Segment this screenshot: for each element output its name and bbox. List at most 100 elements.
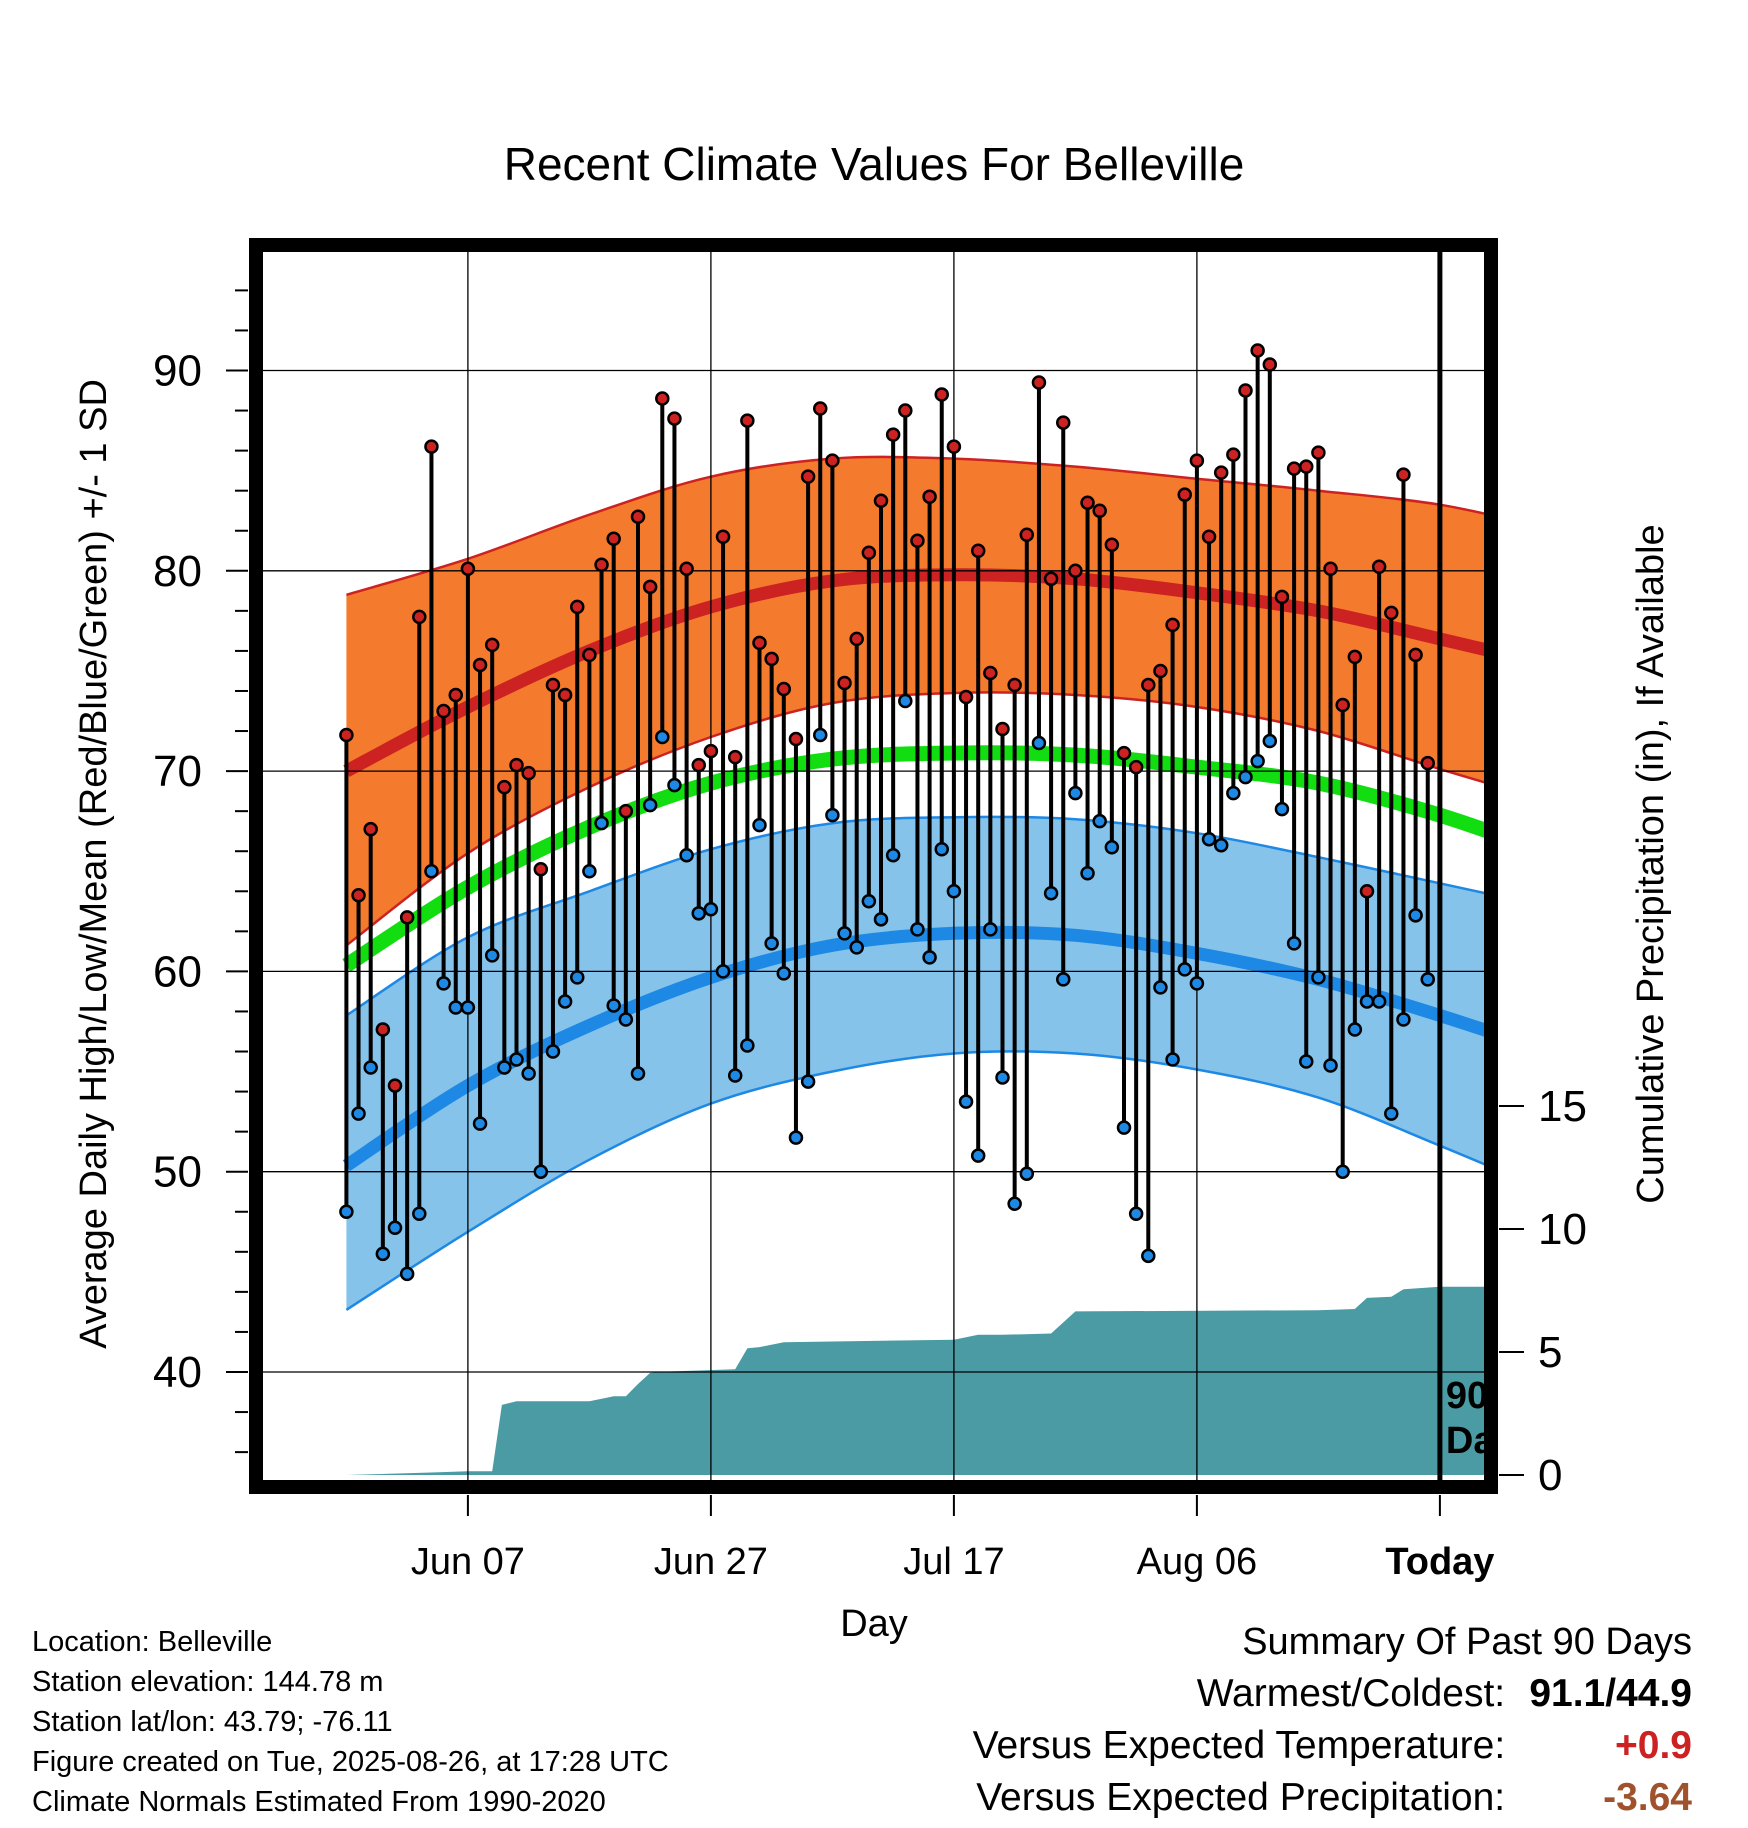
y-tick-label: 60 (153, 947, 202, 996)
low-sd-band (346, 816, 1484, 1310)
daily-low-point (448, 1000, 463, 1015)
daily-low-point (715, 964, 731, 979)
daily-low-point (1420, 972, 1435, 987)
daily-low-point (1323, 1058, 1338, 1073)
daily-low-point (825, 807, 840, 823)
daily-high-point (1311, 445, 1326, 460)
daily-high-point (1043, 571, 1059, 587)
y2-tick-label: 15 (1538, 1082, 1587, 1131)
daily-low-point (570, 970, 585, 985)
daily-high-point (1299, 459, 1314, 474)
daily-low-point (1201, 831, 1217, 847)
daily-high-point (412, 609, 427, 625)
daily-low-point (1286, 936, 1302, 951)
daily-low-point (1007, 1196, 1022, 1211)
daily-high-point (1092, 503, 1107, 518)
daily-high-point (375, 1022, 391, 1037)
daily-high-point (642, 579, 658, 595)
daily-low-point (1189, 976, 1205, 991)
x-tick-label: Jun 27 (654, 1541, 768, 1583)
daily-low-point (1274, 801, 1290, 817)
daily-low-point (849, 940, 864, 955)
daily-low-point (412, 1206, 427, 1222)
daily-low-point (509, 1052, 524, 1067)
daily-high-point (1068, 563, 1083, 579)
daily-high-point (740, 413, 755, 428)
daily-high-point (1396, 467, 1411, 482)
daily-high-point (1420, 755, 1435, 771)
daily-high-point (946, 439, 962, 454)
daily-high-point (1116, 745, 1132, 761)
y2-axis-label: Cumulative Precipitation (in), If Availa… (1630, 524, 1672, 1203)
daily-low-point (1080, 866, 1095, 881)
x-tick-label: Today (1385, 1541, 1494, 1583)
daily-high-point (484, 637, 500, 653)
daily-low-point (642, 797, 658, 813)
daily-low-point (399, 1266, 415, 1282)
daily-high-point (436, 703, 451, 719)
daily-high-point (557, 687, 573, 703)
daily-high-point (788, 731, 804, 747)
daily-low-point (351, 1106, 366, 1121)
created-text: Figure created on Tue, 2025-08-26, at 17… (32, 1746, 669, 1778)
daily-high-point (594, 557, 609, 573)
precipitation-area (346, 1286, 1484, 1475)
latlon-text: Station lat/lon: 43.79; -76.11 (32, 1706, 393, 1738)
daily-low-point (1335, 1164, 1350, 1179)
daily-high-point (764, 651, 779, 667)
daily-low-point (1262, 733, 1278, 749)
daily-high-point (861, 545, 877, 561)
daily-high-point (1104, 537, 1120, 553)
daily-low-point (910, 922, 925, 937)
daily-high-point (691, 757, 706, 773)
daily-high-point (727, 749, 743, 765)
daily-high-point (570, 599, 585, 615)
daily-low-point (1165, 1052, 1180, 1067)
daily-low-point (472, 1116, 488, 1131)
y-tick-label: 70 (153, 747, 202, 796)
elevation-text: Station elevation: 144.78 m (32, 1666, 384, 1698)
daily-high-point (752, 635, 767, 651)
daily-high-point (983, 665, 998, 681)
daily-low-point (740, 1038, 755, 1053)
chart-title: Recent Climate Values For Belleville (504, 138, 1245, 190)
daily-low-point (375, 1246, 391, 1262)
station-info: Location: Belleville Station elevation: … (32, 1622, 669, 1822)
daily-low-point (1347, 1022, 1363, 1037)
daily-low-point (545, 1044, 561, 1059)
daily-high-point (1177, 487, 1192, 502)
warmest-coldest-value: 91.1/44.9 (1529, 1672, 1692, 1715)
temp-departure-label: Versus Expected Temperature: (972, 1724, 1506, 1767)
precip-departure-value: -3.64 (1603, 1776, 1692, 1819)
daily-low-point (1056, 972, 1071, 987)
plot-frame (249, 238, 1498, 1494)
daily-high-point (533, 861, 549, 877)
daily-low-point (1396, 1012, 1411, 1027)
daily-low-point (1177, 962, 1192, 977)
daily-high-point (885, 427, 901, 442)
y-tick-label: 80 (153, 547, 202, 596)
daily-low-point (970, 1148, 986, 1163)
daily-high-point (521, 765, 536, 781)
daily-high-point (800, 469, 816, 484)
y2-tick-label: 10 (1538, 1205, 1587, 1254)
daily-low-point (1408, 908, 1423, 923)
daily-high-point (1250, 343, 1265, 358)
daily-high-point (922, 489, 937, 504)
daily-high-point (1007, 677, 1022, 693)
high-sd-band (346, 456, 1484, 946)
daily-low-point (752, 817, 767, 833)
daily-high-point (1347, 649, 1363, 665)
normals-note-text: Climate Normals Estimated From 1990-2020 (32, 1786, 606, 1818)
daily-low-point (1250, 753, 1265, 769)
daily-high-point (970, 543, 986, 559)
daily-high-point (497, 779, 512, 795)
y2-tick-label: 0 (1538, 1451, 1562, 1500)
daily-high-point (545, 677, 561, 693)
daily-high-point (1019, 527, 1035, 542)
daily-high-point (1226, 447, 1241, 462)
warmest-coldest-label: Warmest/Coldest: (1196, 1672, 1506, 1715)
daily-low-point (1226, 785, 1241, 801)
